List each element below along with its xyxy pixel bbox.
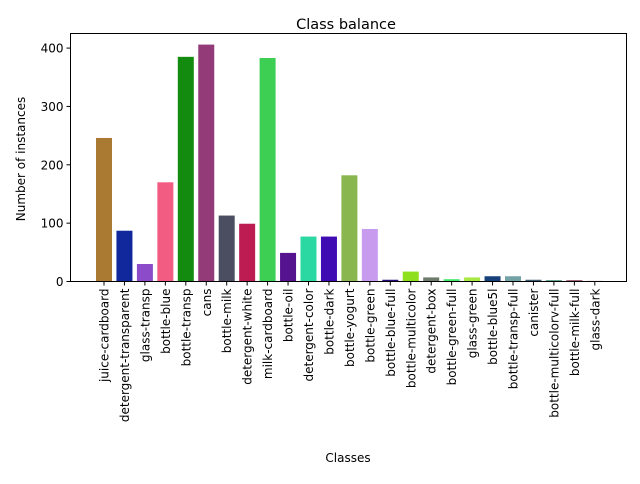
x-tick-label: bottle-multicolorv-full (547, 289, 561, 418)
y-tick-label: 300 (41, 100, 64, 114)
x-tick-label: glass-dark (588, 288, 602, 350)
bar-milk-cardboard (259, 58, 276, 282)
chart-title: Class balance (296, 17, 396, 33)
bar-bottle-milk (218, 215, 235, 282)
bar-bottle-green-full (443, 279, 460, 282)
x-tick-label: bottle-blue-full (384, 289, 398, 377)
x-tick-label: bottle-blue5l (486, 289, 500, 365)
bar-bottle-transp (177, 56, 194, 282)
bar-bottle-dark (320, 236, 337, 282)
bar-bottle-milk-full (566, 280, 583, 282)
bar-bottle-blue5l (484, 276, 501, 282)
x-tick-label: bottle-milk-full (568, 289, 582, 377)
bar-bottle-transp-full (505, 276, 521, 282)
y-tick-label: 0 (56, 275, 64, 289)
x-tick-label: bottle-green-full (445, 289, 459, 386)
x-tick-label: juice-cardboard (98, 289, 112, 384)
bar-detergent-color (300, 236, 317, 282)
x-tick-label: canister (527, 288, 541, 336)
bar-detergent-white (239, 223, 256, 282)
y-tick-label: 400 (41, 42, 64, 56)
bar-glass-transp (136, 263, 153, 282)
bar-bottle-blue (157, 182, 174, 282)
x-tick-label: bottle-oil (282, 289, 296, 343)
x-tick-label: detergent-white (241, 289, 255, 385)
x-tick-label: cans (200, 289, 214, 317)
x-tick-label: detergent-color (302, 288, 316, 381)
x-tick-label: bottle-transp-full (507, 289, 521, 390)
bar-cans (198, 44, 215, 282)
x-tick-label: milk-cardboard (261, 289, 275, 380)
bar-bottle-multicolorv-full (545, 280, 562, 282)
bar-juice-cardboard (96, 137, 112, 282)
x-tick-label: detergent-box (425, 289, 439, 374)
x-tick-label: glass-green (466, 289, 480, 359)
bars-group (96, 44, 603, 282)
y-tick-label: 200 (41, 158, 64, 172)
x-tick-label: bottle-dark (322, 288, 336, 354)
x-tick-label: detergent-transparent (118, 288, 132, 422)
x-ticks-group: juice-cardboard detergent-transparent glas… (98, 281, 602, 422)
bar-bottle-oil (280, 252, 297, 282)
x-tick-label: bottle-milk (220, 288, 234, 353)
y-axis-label: Number of instances (14, 97, 28, 222)
bar-canister (525, 279, 542, 282)
x-tick-label: bottle-yogurt (343, 288, 357, 367)
bar-detergent-transparent (116, 230, 133, 282)
plot-frame (70, 33, 627, 282)
bar-bottle-multicolor (402, 271, 419, 282)
bar-glass-green (464, 277, 481, 282)
bar-bottle-blue-full (382, 279, 399, 282)
x-tick-label: bottle-green (363, 289, 377, 363)
x-tick-label: bottle-multicolor (404, 288, 418, 388)
x-tick-label: glass-transp (138, 289, 152, 363)
bar-detergent-box (423, 277, 440, 282)
y-ticks-group: 0 100 200 300 400 (41, 42, 71, 289)
bar-bottle-yogurt (341, 175, 358, 282)
x-axis-label: Classes (325, 451, 370, 465)
x-tick-label: bottle-transp (179, 289, 193, 367)
bar-bottle-green (361, 228, 378, 282)
y-tick-label: 100 (41, 217, 64, 231)
x-tick-label: bottle-blue (159, 289, 173, 354)
